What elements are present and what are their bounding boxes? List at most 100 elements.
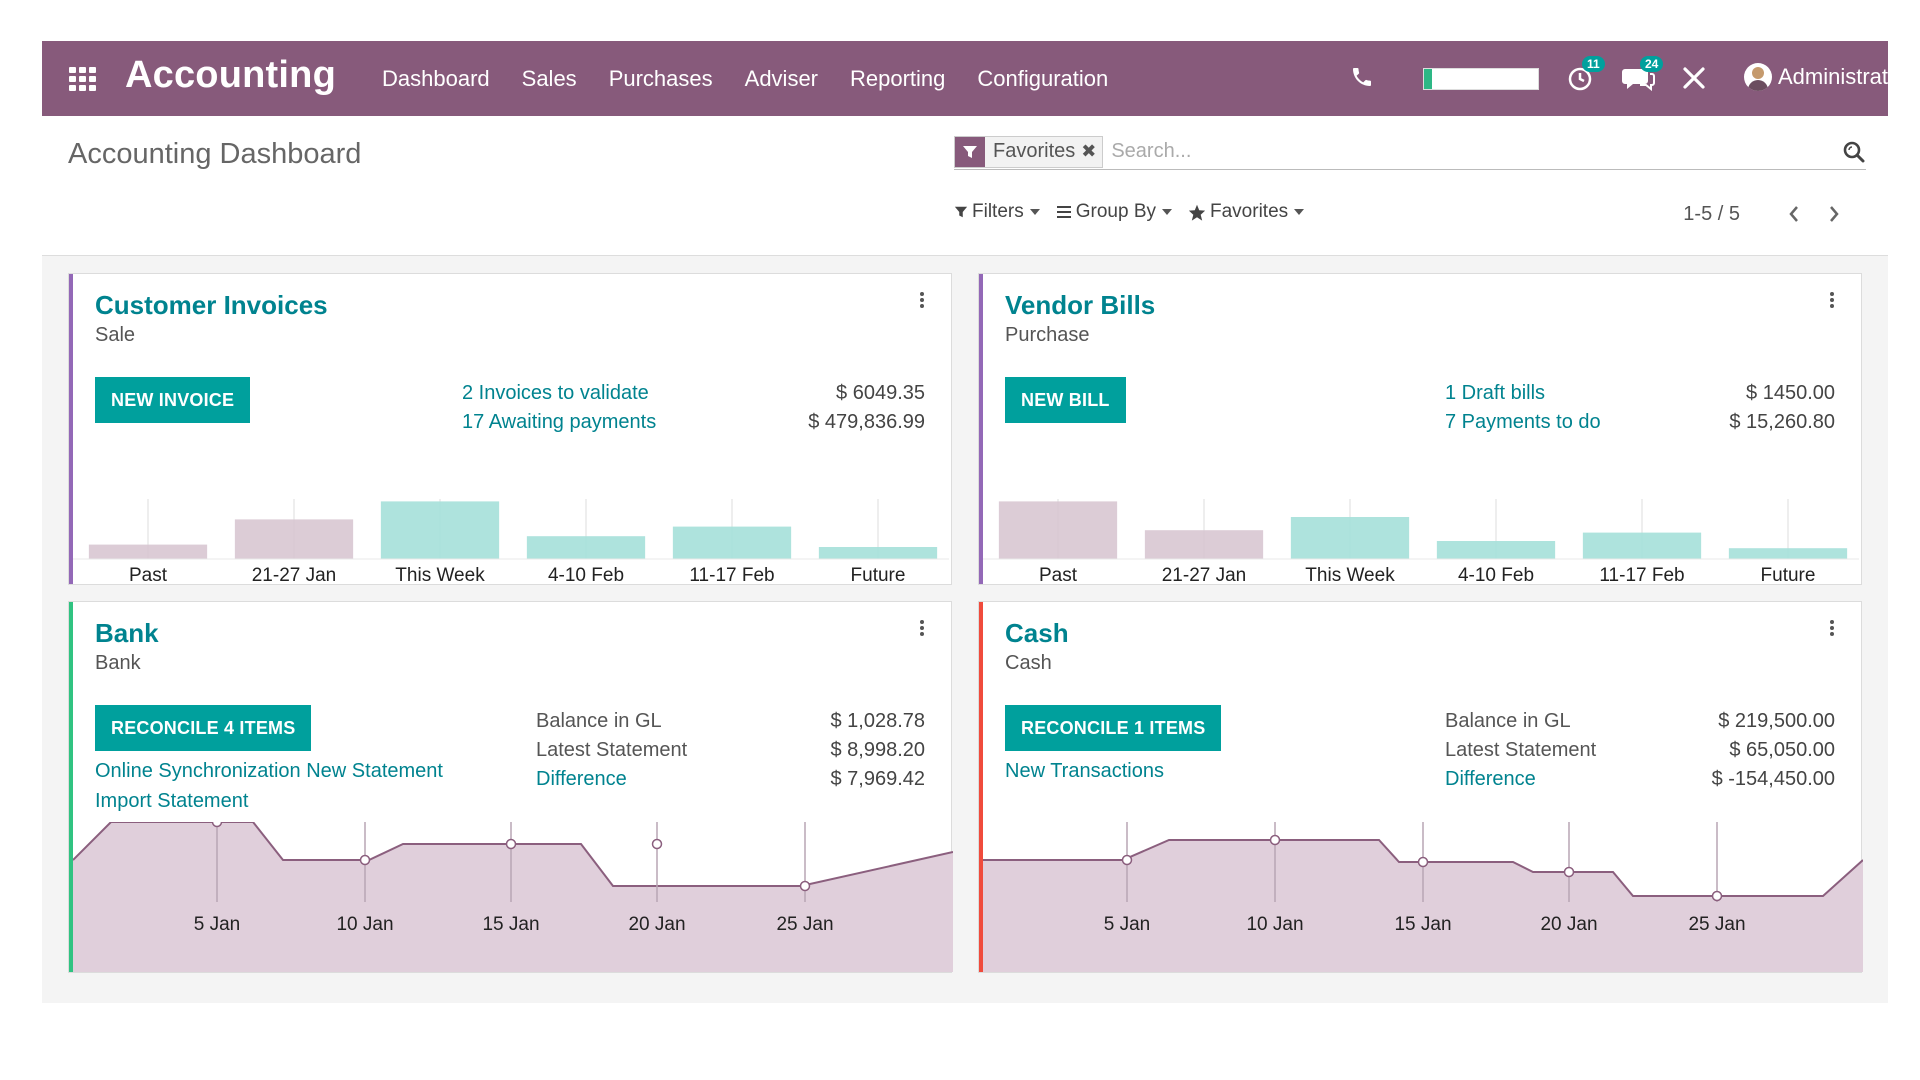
search-options: Filters Group By Favorites — [954, 201, 1320, 223]
new-invoice-button[interactable]: NEW INVOICE — [95, 377, 251, 423]
groupby-dropdown[interactable]: Group By — [1056, 201, 1172, 223]
x-axis-label: 25 Jan — [1688, 914, 1745, 935]
awaiting-payments-link[interactable]: 17 Awaiting payments — [462, 411, 657, 433]
main-menu: Dashboard Sales Purchases Adviser Report… — [382, 41, 1140, 116]
menu-item-sales[interactable]: Sales — [521, 65, 577, 91]
card-menu-icon[interactable] — [1829, 620, 1835, 640]
phone-icon[interactable] — [1350, 65, 1374, 89]
onboarding-progress-bar[interactable] — [1423, 68, 1539, 90]
balance-area-chart: 5 Jan 10 Jan 15 Jan 20 Jan 25 Jan — [983, 822, 1863, 972]
journal-title[interactable]: Customer Invoices — [95, 290, 328, 320]
bar[interactable] — [234, 519, 354, 559]
bar[interactable] — [380, 501, 500, 559]
payments-to-do-link[interactable]: 7 Payments to do — [1445, 411, 1601, 433]
bar-chart: Past 21-27 Jan This Week 4-10 Feb 11-17 Feb F… — [73, 499, 949, 585]
menu-item-reporting[interactable]: Reporting — [850, 65, 946, 91]
filters-label: Filters — [972, 201, 1024, 222]
facet-label: Favorites — [993, 140, 1076, 162]
bar[interactable] — [1582, 532, 1702, 559]
pager-value[interactable]: 1-5 / 5 — [1683, 202, 1740, 225]
pager-previous-button[interactable] — [1780, 200, 1808, 228]
balance-area-chart: 5 Jan 10 Jan 15 Jan 20 Jan 25 Jan — [73, 822, 953, 972]
bar-label: 21-27 Jan — [1162, 565, 1247, 585]
difference-link[interactable]: Difference — [1445, 768, 1536, 790]
x-axis-label: 5 Jan — [194, 914, 240, 935]
chevron-left-icon — [1789, 206, 1798, 222]
messages-icon[interactable] — [1621, 63, 1655, 93]
balance-gl-label: Balance in GL — [536, 710, 662, 732]
facet-remove-icon[interactable]: ✖ — [1081, 141, 1097, 161]
bar[interactable] — [1728, 548, 1848, 559]
data-point — [651, 838, 663, 850]
apps-grid-icon[interactable] — [69, 67, 97, 91]
reconcile-button[interactable]: RECONCILE 4 ITEMS — [95, 705, 312, 751]
journal-title[interactable]: Bank — [95, 618, 159, 648]
app-title: Accounting — [125, 54, 336, 96]
import-statement-link[interactable]: Import Statement — [95, 790, 249, 812]
bar[interactable] — [818, 547, 938, 559]
journal-card-vendor-bills: Vendor Bills Purchase NEW BILL 1 Draft b… — [978, 273, 1862, 585]
card-menu-icon[interactable] — [919, 292, 925, 312]
journal-type: Cash — [1005, 652, 1052, 674]
card-menu-icon[interactable] — [919, 620, 925, 640]
favorites-dropdown[interactable]: Favorites — [1188, 201, 1305, 223]
journal-title[interactable]: Vendor Bills — [1005, 290, 1156, 320]
bar[interactable] — [526, 536, 646, 559]
x-axis-label: 20 Jan — [1540, 914, 1597, 935]
close-tools-icon[interactable] — [1681, 64, 1707, 92]
filter-icon — [954, 206, 968, 218]
bar[interactable] — [1290, 517, 1410, 559]
latest-statement-amount: $ 65,050.00 — [1729, 739, 1835, 761]
online-sync-link[interactable]: Online Synchronization New Statement — [95, 760, 443, 782]
area-line — [983, 839, 1863, 897]
card-color-stripe — [69, 274, 73, 584]
x-axis-label: 15 Jan — [482, 914, 539, 935]
navbar-systray: 11 24 Administrator — [1288, 41, 1908, 116]
bar[interactable] — [88, 544, 208, 559]
latest-statement-label: Latest Statement — [1445, 739, 1597, 761]
data-point — [1563, 866, 1575, 878]
search-input[interactable] — [1111, 140, 1792, 163]
data-point — [1121, 854, 1133, 866]
filters-dropdown[interactable]: Filters — [954, 201, 1040, 223]
menu-item-purchases[interactable]: Purchases — [608, 65, 713, 91]
latest-statement-label: Latest Statement — [536, 739, 688, 761]
card-color-stripe — [979, 274, 983, 584]
journal-type: Bank — [95, 652, 141, 674]
bar-label: This Week — [1305, 565, 1395, 585]
menu-item-dashboard[interactable]: Dashboard — [382, 65, 490, 91]
card-menu-icon[interactable] — [1829, 292, 1835, 312]
menu-item-configuration[interactable]: Configuration — [977, 65, 1109, 91]
bar[interactable] — [998, 501, 1118, 559]
filter-icon — [955, 136, 985, 167]
user-menu[interactable]: Administrator — [1744, 63, 1908, 91]
difference-link[interactable]: Difference — [536, 768, 627, 790]
new-transactions-link[interactable]: New Transactions — [1005, 760, 1164, 782]
bar[interactable] — [672, 526, 792, 559]
journal-type: Purchase — [1005, 324, 1090, 346]
bar-label: 11-17 Feb — [1599, 565, 1684, 585]
data-point — [799, 880, 811, 892]
x-axis-label: 10 Jan — [1246, 914, 1303, 935]
x-axis-label: 25 Jan — [776, 914, 833, 935]
journal-title[interactable]: Cash — [1005, 618, 1069, 648]
activity-clock-icon[interactable] — [1566, 63, 1596, 93]
bar-chart: Past 21-27 Jan This Week 4-10 Feb 11-17 Feb F… — [983, 499, 1859, 585]
x-axis-label: 15 Jan — [1394, 914, 1451, 935]
reconcile-button[interactable]: RECONCILE 1 ITEMS — [1005, 705, 1222, 751]
invoices-to-validate-link[interactable]: 2 Invoices to validate — [462, 382, 649, 404]
bar[interactable] — [1144, 530, 1264, 559]
pager-next-button[interactable] — [1820, 200, 1848, 228]
draft-bills-link[interactable]: 1 Draft bills — [1445, 382, 1546, 404]
new-bill-button[interactable]: NEW BILL — [1005, 377, 1126, 423]
search-icon[interactable] — [1842, 140, 1866, 164]
app-window: Accounting Dashboard Sales Purchases Adv… — [42, 41, 1908, 1003]
difference-amount: $ -154,450.00 — [1711, 768, 1835, 790]
pager: 1-5 / 5 — [1683, 200, 1848, 228]
amount-awaiting: $ 479,836.99 — [808, 411, 925, 433]
bar-label: Past — [1039, 565, 1078, 585]
menu-item-adviser[interactable]: Adviser — [744, 65, 818, 91]
bar-label: Future — [851, 565, 906, 585]
balance-gl-label: Balance in GL — [1445, 710, 1571, 732]
bar[interactable] — [1436, 541, 1556, 559]
